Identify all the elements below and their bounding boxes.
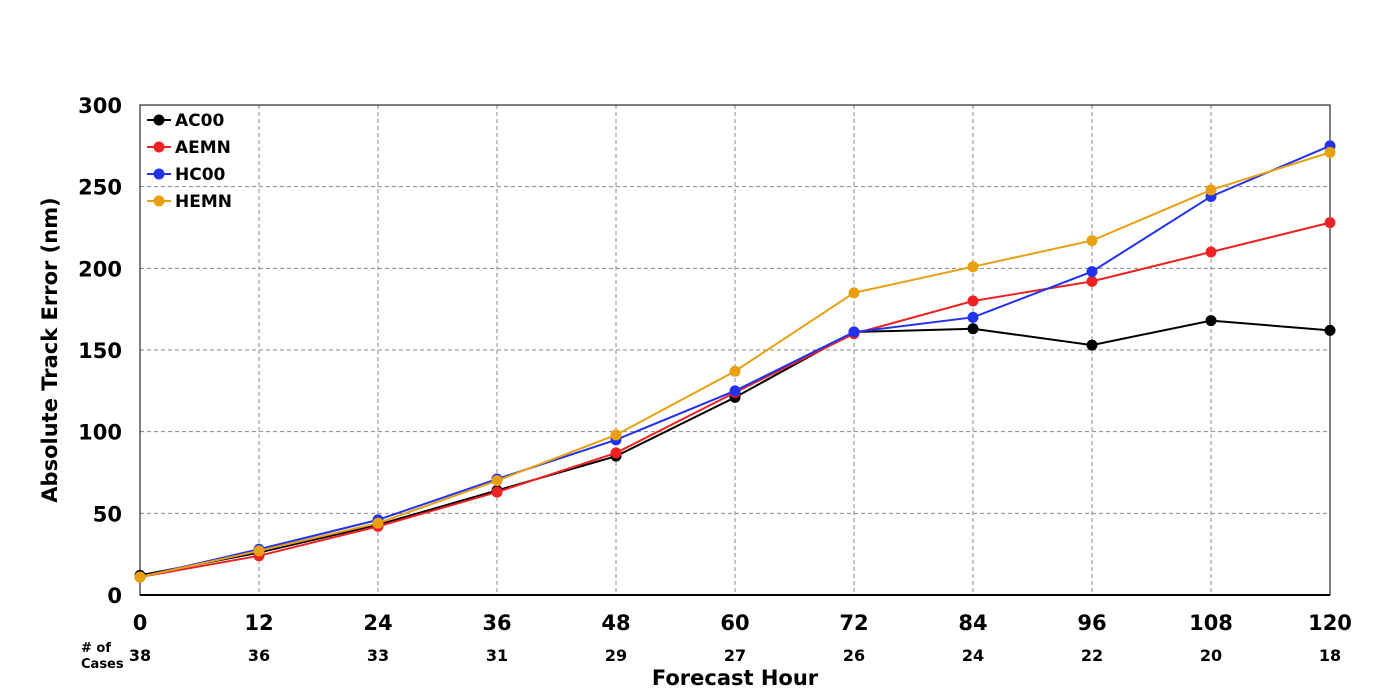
data-point-hemn [134,571,146,583]
case-count-label: 22 [1081,646,1103,665]
data-point-aemn [610,447,622,459]
legend-swatch-marker [153,195,165,207]
y-tick-label: 0 [107,584,122,608]
data-point-hemn [848,287,860,299]
x-tick-label: 60 [720,611,749,635]
data-point-aemn [967,295,979,307]
x-tick-label: 36 [482,611,511,635]
legend: AC00 AEMN HC00 HEMN [147,111,232,212]
data-point-ac00 [1205,315,1217,327]
legend-swatch-marker [153,141,165,153]
x-tick-label: 24 [363,611,392,635]
data-point-hemn [1324,146,1336,158]
data-point-hemn [253,545,265,557]
x-tick-label: 48 [601,611,630,635]
data-point-hemn [610,429,622,441]
case-count-label: 27 [724,646,746,665]
legend-swatch-marker [153,114,165,126]
data-point-hc00 [1086,266,1098,278]
case-count-label: 20 [1200,646,1222,665]
data-point-hemn [967,261,979,273]
legend-item-hemn: HEMN [147,192,232,212]
tick-labels: 0 50 100 150 200 250 300 0 38 12 36 24 33 36 31 48 29 60 2… [38,94,1352,690]
x-tick-label: 0 [133,611,148,635]
data-point-hemn [491,475,503,487]
case-count-label: 24 [962,646,984,665]
series-hemn [134,146,1336,583]
legend-label: AC00 [175,111,224,131]
data-point-hemn [729,365,741,377]
data-point-ac00 [967,323,979,335]
data-point-hemn [1205,184,1217,196]
legend-label: HC00 [175,165,226,185]
y-tick-label: 100 [78,421,122,445]
y-tick-label: 250 [78,176,122,200]
data-point-hemn [1086,235,1098,247]
data-point-hc00 [848,326,860,338]
cases-header-line2: Cases [81,657,124,672]
case-count-label: 29 [605,646,627,665]
case-count-label: 33 [367,646,389,665]
x-axis-title: Forecast Hour [652,666,819,690]
legend-swatch-marker [153,168,165,180]
legend-label: HEMN [175,192,232,212]
axes [139,104,1331,596]
y-tick-label: 200 [78,257,122,281]
case-count-label: 18 [1319,646,1341,665]
data-point-ac00 [1324,324,1336,336]
x-tick-label: 12 [244,611,273,635]
data-point-aemn [1324,217,1336,229]
data-point-hc00 [967,311,979,323]
data-point-aemn [1205,246,1217,258]
case-count-label: 36 [248,646,270,665]
case-count-label: 38 [129,646,151,665]
cases-header-line1: # of [81,641,111,656]
x-tick-label: 84 [958,611,987,635]
series-lines [134,140,1336,583]
data-point-ac00 [1086,339,1098,351]
x-tick-label: 72 [839,611,868,635]
legend-label: AEMN [175,138,231,158]
legend-item-ac00: AC00 [147,111,224,131]
grid [140,105,1330,595]
x-tick-label: 120 [1308,611,1352,635]
y-tick-label: 50 [93,502,122,526]
x-tick-label: 108 [1189,611,1233,635]
data-point-aemn [1086,275,1098,287]
y-tick-label: 150 [78,339,122,363]
case-count-label: 26 [843,646,865,665]
data-point-hemn [372,517,384,529]
legend-item-aemn: AEMN [147,138,231,158]
data-point-hc00 [729,385,741,397]
x-tick-label: 96 [1077,611,1106,635]
case-count-label: 31 [486,646,508,665]
legend-item-hc00: HC00 [147,165,226,185]
y-axis-title: Absolute Track Error (nm) [38,197,62,502]
data-point-aemn [491,486,503,498]
y-tick-label: 300 [78,94,122,118]
